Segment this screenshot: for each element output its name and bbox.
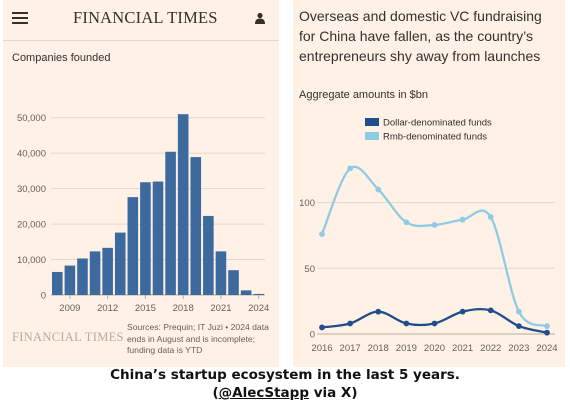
x-tick-label: 2015 — [135, 303, 156, 314]
data-point — [431, 222, 438, 228]
x-tick-label: 2018 — [368, 343, 389, 354]
author-link[interactable]: @AlecStapp — [218, 385, 309, 401]
data-point — [515, 323, 522, 330]
x-tick-label: 2009 — [59, 303, 80, 314]
legend-label: Dollar-denominated funds — [383, 118, 492, 129]
data-point — [375, 308, 382, 315]
bar — [102, 247, 113, 295]
data-point — [431, 320, 438, 327]
line-chart-title: Overseas and domestic VC fundraising for… — [299, 8, 542, 64]
x-tick-label: 2024 — [536, 343, 557, 354]
y-tick-label: 20,000 — [17, 220, 46, 231]
x-tick-label: 2021 — [210, 303, 231, 314]
data-point — [347, 320, 354, 327]
x-tick-label: 2012 — [97, 303, 118, 314]
bar — [140, 182, 151, 295]
caption-rest: via X) — [309, 385, 358, 401]
caption-open: ( — [212, 385, 219, 401]
data-point — [487, 214, 494, 220]
x-tick-label: 2019 — [396, 343, 417, 354]
x-tick-label: 2023 — [508, 343, 529, 354]
data-point — [319, 231, 325, 238]
legend-swatch — [365, 118, 379, 126]
data-point — [487, 307, 494, 314]
menu-icon[interactable] — [12, 12, 28, 24]
caption-line-1: China’s startup ecosystem in the last 5 … — [110, 367, 460, 383]
data-point — [459, 308, 466, 315]
header-divider — [3, 40, 279, 41]
data-point — [459, 216, 466, 223]
line-chart-subtitle: Aggregate amounts in $bn — [299, 89, 429, 101]
bar-chart: 0 10,000 20,000 30,000 40,000 50,000 2009 2012 2… — [17, 113, 269, 314]
data-point — [544, 329, 550, 336]
ft-logo[interactable]: FINANCIAL TIMES — [73, 8, 218, 27]
legend-swatch — [365, 132, 379, 140]
y-tick-label: 40,000 — [17, 149, 46, 160]
y-tick-label: 0 — [41, 291, 46, 302]
bar — [127, 197, 139, 295]
y-tick-label: 50,000 — [17, 113, 46, 124]
ft-watermark: FINANCIAL TIMES — [12, 330, 124, 344]
x-tick-label: 2021 — [452, 343, 473, 354]
bar — [64, 265, 76, 295]
data-point — [319, 324, 325, 331]
x-tick-label: 2018 — [173, 303, 194, 314]
x-tick-label: 2020 — [424, 343, 445, 354]
bar — [177, 114, 189, 295]
y-tick-label: 30,000 — [17, 184, 46, 195]
bar — [89, 251, 101, 295]
data-point — [375, 186, 382, 193]
x-tick-label: 2022 — [480, 343, 501, 354]
bar — [203, 215, 214, 295]
data-point — [403, 219, 410, 226]
bar — [77, 258, 88, 295]
data-point — [544, 323, 550, 330]
line-chart: 0 50 100 2016 2017 2018 2019 2020 2021 2022 2023 20… — [299, 118, 557, 355]
bar — [228, 270, 239, 295]
line-chart-panel: Overseas and domestic VC fundraising for… — [293, 0, 565, 367]
source-note: Sources: Prequin; IT Juzi • 2024 data en… — [127, 322, 269, 355]
bar — [114, 232, 126, 295]
y-tick-label: 0 — [310, 330, 315, 341]
data-point — [515, 308, 522, 315]
data-point — [347, 165, 354, 172]
legend-label: Rmb-denominated funds — [383, 132, 487, 143]
bar-chart-subtitle: Companies founded — [12, 52, 111, 64]
y-tick-label: 100 — [299, 198, 315, 209]
caption-line-2: (@AlecStapp via X) — [0, 385, 570, 401]
bar — [253, 293, 264, 295]
y-tick-label: 50 — [304, 264, 315, 275]
bar — [52, 271, 63, 295]
bar-chart-panel: FINANCIAL TIMES Companies founded 0 10,00… — [3, 0, 279, 367]
x-tick-label: 2017 — [340, 343, 361, 354]
user-icon[interactable] — [254, 12, 266, 24]
bar — [240, 290, 252, 295]
series-line — [320, 165, 548, 328]
y-tick-label: 10,000 — [17, 255, 46, 266]
bar — [152, 181, 164, 295]
data-point — [403, 320, 410, 327]
x-tick-label: 2024 — [248, 303, 269, 314]
bar — [190, 157, 202, 295]
x-tick-label: 2016 — [311, 343, 332, 354]
bar — [165, 151, 176, 295]
bar — [215, 251, 227, 295]
